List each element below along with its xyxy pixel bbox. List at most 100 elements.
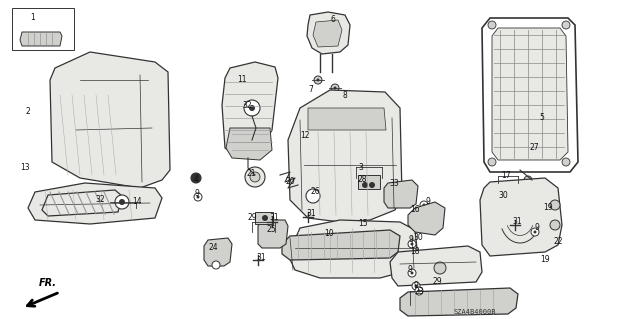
Text: 23: 23 bbox=[414, 286, 424, 295]
Text: 22: 22 bbox=[553, 236, 563, 246]
Circle shape bbox=[119, 199, 125, 205]
Text: 11: 11 bbox=[237, 75, 247, 84]
Circle shape bbox=[562, 21, 570, 29]
Text: 1: 1 bbox=[31, 13, 35, 23]
Polygon shape bbox=[400, 288, 518, 316]
Polygon shape bbox=[258, 220, 288, 248]
Circle shape bbox=[369, 182, 375, 188]
Polygon shape bbox=[20, 32, 62, 46]
Circle shape bbox=[245, 167, 265, 187]
Polygon shape bbox=[204, 238, 232, 266]
Text: 20: 20 bbox=[285, 176, 295, 186]
Text: 10: 10 bbox=[324, 229, 334, 239]
Circle shape bbox=[415, 285, 417, 287]
Polygon shape bbox=[288, 220, 418, 278]
Circle shape bbox=[212, 261, 220, 269]
Text: 28: 28 bbox=[357, 175, 367, 184]
Text: 15: 15 bbox=[358, 219, 368, 228]
Polygon shape bbox=[307, 12, 350, 54]
Text: 31: 31 bbox=[256, 254, 266, 263]
Circle shape bbox=[410, 271, 413, 275]
Polygon shape bbox=[28, 183, 162, 224]
Text: 32: 32 bbox=[242, 100, 252, 109]
Polygon shape bbox=[288, 90, 402, 222]
Text: 17: 17 bbox=[501, 172, 511, 181]
Circle shape bbox=[417, 290, 420, 293]
Text: 26: 26 bbox=[310, 188, 320, 197]
Circle shape bbox=[196, 196, 200, 198]
Text: 16: 16 bbox=[410, 204, 420, 213]
Circle shape bbox=[408, 269, 416, 277]
Circle shape bbox=[420, 201, 428, 209]
Text: 29: 29 bbox=[432, 277, 442, 286]
Text: 9: 9 bbox=[195, 189, 200, 198]
Polygon shape bbox=[480, 178, 562, 256]
Text: 31: 31 bbox=[269, 213, 279, 222]
Text: 30: 30 bbox=[413, 233, 423, 241]
Text: 9: 9 bbox=[534, 224, 540, 233]
Circle shape bbox=[250, 172, 260, 182]
Text: 25: 25 bbox=[266, 225, 276, 234]
Circle shape bbox=[115, 195, 129, 209]
Bar bbox=[12, 8, 74, 50]
Circle shape bbox=[550, 220, 560, 230]
Circle shape bbox=[550, 200, 560, 210]
Circle shape bbox=[488, 21, 496, 29]
Circle shape bbox=[410, 242, 413, 246]
Polygon shape bbox=[282, 230, 400, 260]
Circle shape bbox=[422, 204, 426, 206]
Circle shape bbox=[314, 76, 322, 84]
Circle shape bbox=[531, 228, 539, 236]
Text: 3: 3 bbox=[358, 162, 364, 172]
Circle shape bbox=[408, 240, 416, 248]
Polygon shape bbox=[390, 246, 482, 286]
Text: FR.: FR. bbox=[39, 278, 57, 288]
Text: 6: 6 bbox=[331, 16, 335, 25]
Text: 12: 12 bbox=[300, 131, 310, 140]
Text: 32: 32 bbox=[95, 195, 105, 204]
Text: 30: 30 bbox=[498, 190, 508, 199]
Circle shape bbox=[488, 158, 496, 166]
Text: 29: 29 bbox=[247, 213, 257, 222]
Text: 9: 9 bbox=[408, 235, 413, 244]
Circle shape bbox=[434, 262, 446, 274]
Polygon shape bbox=[408, 202, 445, 235]
Text: 8: 8 bbox=[342, 92, 348, 100]
Circle shape bbox=[562, 158, 570, 166]
Circle shape bbox=[317, 78, 319, 81]
Text: SZA4B4000B: SZA4B4000B bbox=[454, 309, 496, 315]
Text: 18: 18 bbox=[410, 248, 420, 256]
Text: 7: 7 bbox=[308, 85, 314, 93]
Polygon shape bbox=[308, 108, 386, 130]
Bar bbox=[255, 212, 273, 224]
Text: 24: 24 bbox=[208, 242, 218, 251]
Polygon shape bbox=[313, 20, 342, 47]
Polygon shape bbox=[222, 62, 278, 155]
Text: 33: 33 bbox=[389, 179, 399, 188]
Circle shape bbox=[534, 231, 536, 234]
Polygon shape bbox=[42, 190, 122, 216]
Circle shape bbox=[249, 105, 255, 111]
Polygon shape bbox=[482, 18, 578, 172]
Text: 19: 19 bbox=[540, 256, 550, 264]
Circle shape bbox=[362, 182, 368, 188]
Text: 31: 31 bbox=[306, 209, 316, 218]
Bar bbox=[358, 175, 380, 189]
Circle shape bbox=[244, 100, 260, 116]
Text: 4: 4 bbox=[193, 174, 198, 183]
Text: 14: 14 bbox=[132, 197, 142, 206]
Polygon shape bbox=[50, 52, 170, 188]
Circle shape bbox=[333, 86, 337, 90]
Text: 9: 9 bbox=[413, 280, 419, 290]
Text: 27: 27 bbox=[529, 144, 539, 152]
Polygon shape bbox=[226, 128, 272, 160]
Circle shape bbox=[306, 189, 320, 203]
Text: 19: 19 bbox=[543, 203, 553, 211]
Polygon shape bbox=[492, 28, 568, 160]
Circle shape bbox=[331, 84, 339, 92]
Text: 13: 13 bbox=[20, 162, 30, 172]
Text: 9: 9 bbox=[426, 197, 431, 205]
Text: 21: 21 bbox=[246, 169, 256, 179]
Circle shape bbox=[412, 282, 420, 290]
Polygon shape bbox=[384, 180, 418, 208]
